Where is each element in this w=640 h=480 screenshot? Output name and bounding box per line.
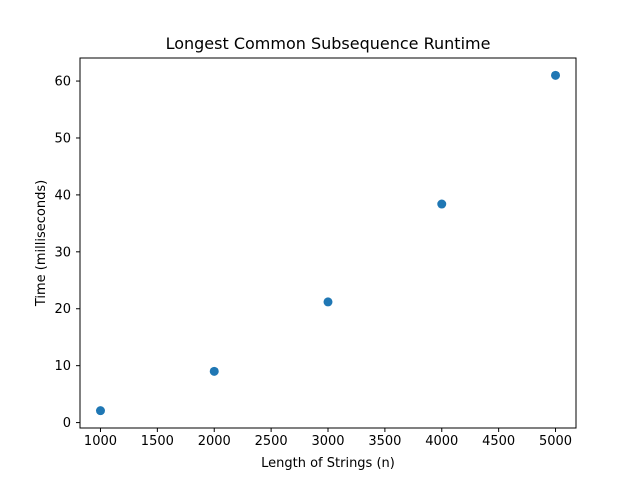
y-tick-label: 50 (54, 131, 71, 146)
x-tick-label: 2000 (198, 434, 231, 449)
axes-frame (79, 57, 577, 429)
data-point (437, 199, 447, 209)
y-tick-label: 60 (54, 75, 71, 90)
x-tick-label: 5000 (539, 434, 572, 449)
data-point (323, 297, 333, 307)
x-tick-label: 1500 (141, 434, 174, 449)
data-points (95, 70, 561, 416)
x-axis-ticks: 1000 1500 2000 2500 3000 3500 4000 4500 5000 (84, 428, 572, 449)
x-tick-label: 3000 (311, 434, 344, 449)
x-tick-label: 3500 (368, 434, 401, 449)
y-tick-label: 40 (54, 188, 71, 203)
y-axis-ticks: 0 10 20 30 40 50 60 (54, 75, 80, 431)
y-tick-label: 30 (54, 245, 71, 260)
y-tick-label: 0 (63, 416, 71, 431)
data-point (95, 406, 105, 416)
y-tick-label: 10 (54, 359, 71, 374)
x-tick-label: 4500 (482, 434, 515, 449)
x-tick-label: 2500 (255, 434, 288, 449)
data-point (551, 70, 561, 80)
plot-area (80, 58, 576, 428)
x-axis-label: Length of Strings (n) (261, 456, 395, 471)
x-tick-label: 1000 (84, 434, 117, 449)
chart-title: Longest Common Subsequence Runtime (166, 34, 491, 53)
x-tick-label: 4000 (425, 434, 458, 449)
y-axis-label: Time (milliseconds) (34, 180, 49, 307)
y-tick-label: 20 (54, 302, 71, 317)
data-point (209, 366, 219, 376)
